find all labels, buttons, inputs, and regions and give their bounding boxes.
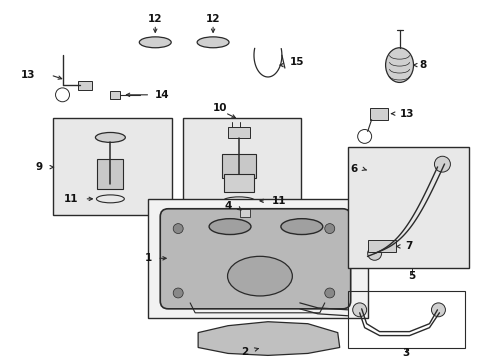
Text: 1: 1 <box>145 253 152 263</box>
Bar <box>222 154 255 178</box>
Text: 13: 13 <box>399 109 413 119</box>
Text: 11: 11 <box>271 196 286 206</box>
Bar <box>347 147 468 268</box>
Circle shape <box>324 288 334 298</box>
Bar <box>224 174 253 192</box>
Text: 5: 5 <box>407 271 414 281</box>
Ellipse shape <box>139 37 171 48</box>
Polygon shape <box>198 322 339 355</box>
Ellipse shape <box>95 132 125 143</box>
Circle shape <box>433 156 449 172</box>
Circle shape <box>367 246 381 260</box>
Text: 7: 7 <box>405 242 412 251</box>
Bar <box>148 199 367 318</box>
Bar <box>347 291 465 348</box>
Text: 13: 13 <box>21 70 36 80</box>
Bar <box>52 118 172 215</box>
Circle shape <box>352 303 366 317</box>
Bar <box>78 81 92 90</box>
Text: 12: 12 <box>148 14 162 23</box>
Circle shape <box>430 303 445 317</box>
Circle shape <box>173 288 183 298</box>
Text: 15: 15 <box>289 57 304 67</box>
Ellipse shape <box>209 219 250 234</box>
Bar <box>367 240 395 252</box>
Bar <box>183 118 300 215</box>
Ellipse shape <box>227 256 292 296</box>
Text: 12: 12 <box>205 14 220 23</box>
Bar <box>227 126 249 138</box>
Ellipse shape <box>280 219 322 234</box>
Text: 11: 11 <box>64 194 78 204</box>
Circle shape <box>324 224 334 234</box>
Ellipse shape <box>385 48 413 82</box>
Text: 6: 6 <box>350 164 357 174</box>
Text: 10: 10 <box>212 103 227 113</box>
Bar <box>240 209 249 217</box>
Bar <box>97 159 123 189</box>
Bar <box>110 91 120 99</box>
Circle shape <box>173 224 183 234</box>
Text: 8: 8 <box>419 60 426 70</box>
Bar <box>369 108 387 120</box>
Text: 9: 9 <box>35 162 42 172</box>
FancyBboxPatch shape <box>160 209 350 309</box>
Text: 3: 3 <box>401 348 408 359</box>
Ellipse shape <box>197 37 228 48</box>
Text: 2: 2 <box>240 347 247 357</box>
Text: 4: 4 <box>224 201 232 211</box>
Text: 14: 14 <box>155 90 169 100</box>
